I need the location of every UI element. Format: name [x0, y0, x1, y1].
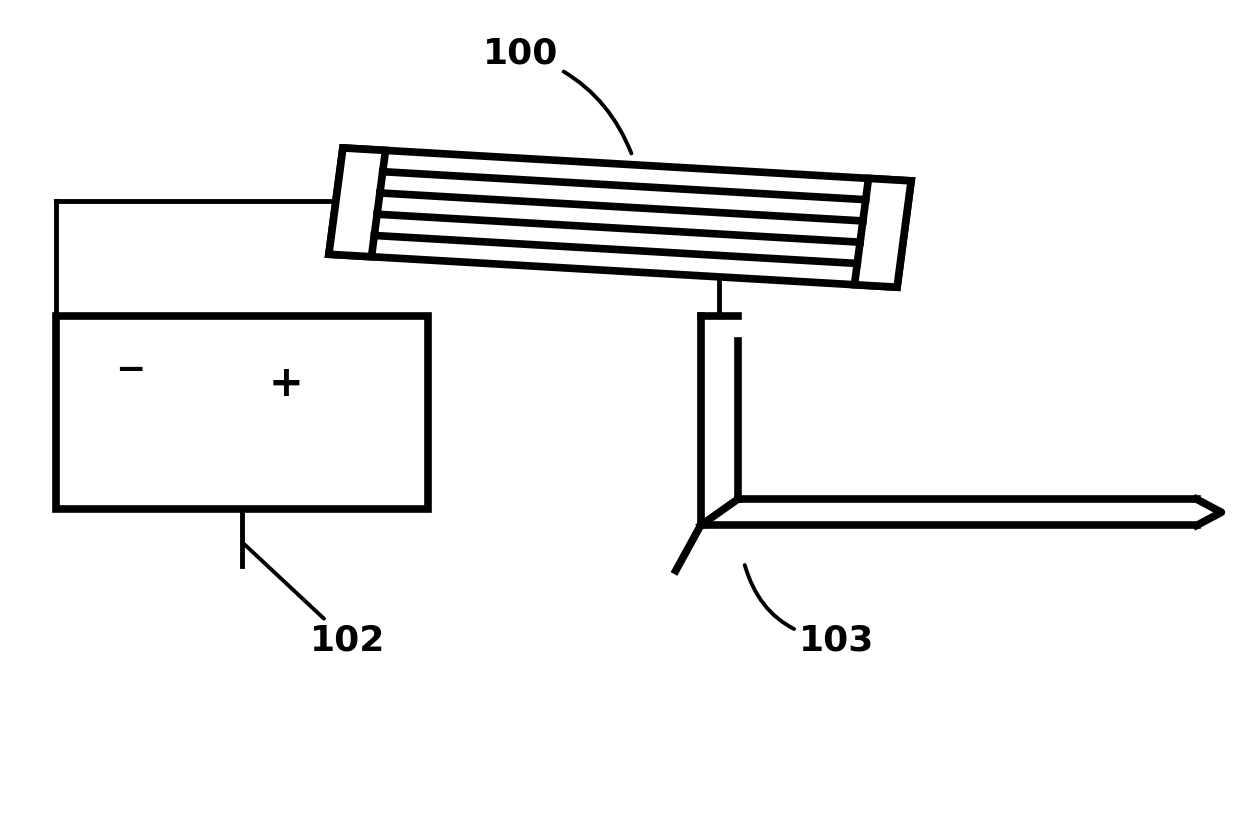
Polygon shape	[854, 178, 911, 287]
Text: 103: 103	[745, 565, 874, 658]
Text: +: +	[269, 363, 304, 405]
Polygon shape	[329, 148, 911, 287]
Bar	[56, 316, 428, 509]
Text: −: −	[115, 353, 145, 388]
Text: 100: 100	[484, 36, 631, 154]
Text: 102: 102	[244, 544, 384, 658]
Polygon shape	[329, 148, 386, 257]
